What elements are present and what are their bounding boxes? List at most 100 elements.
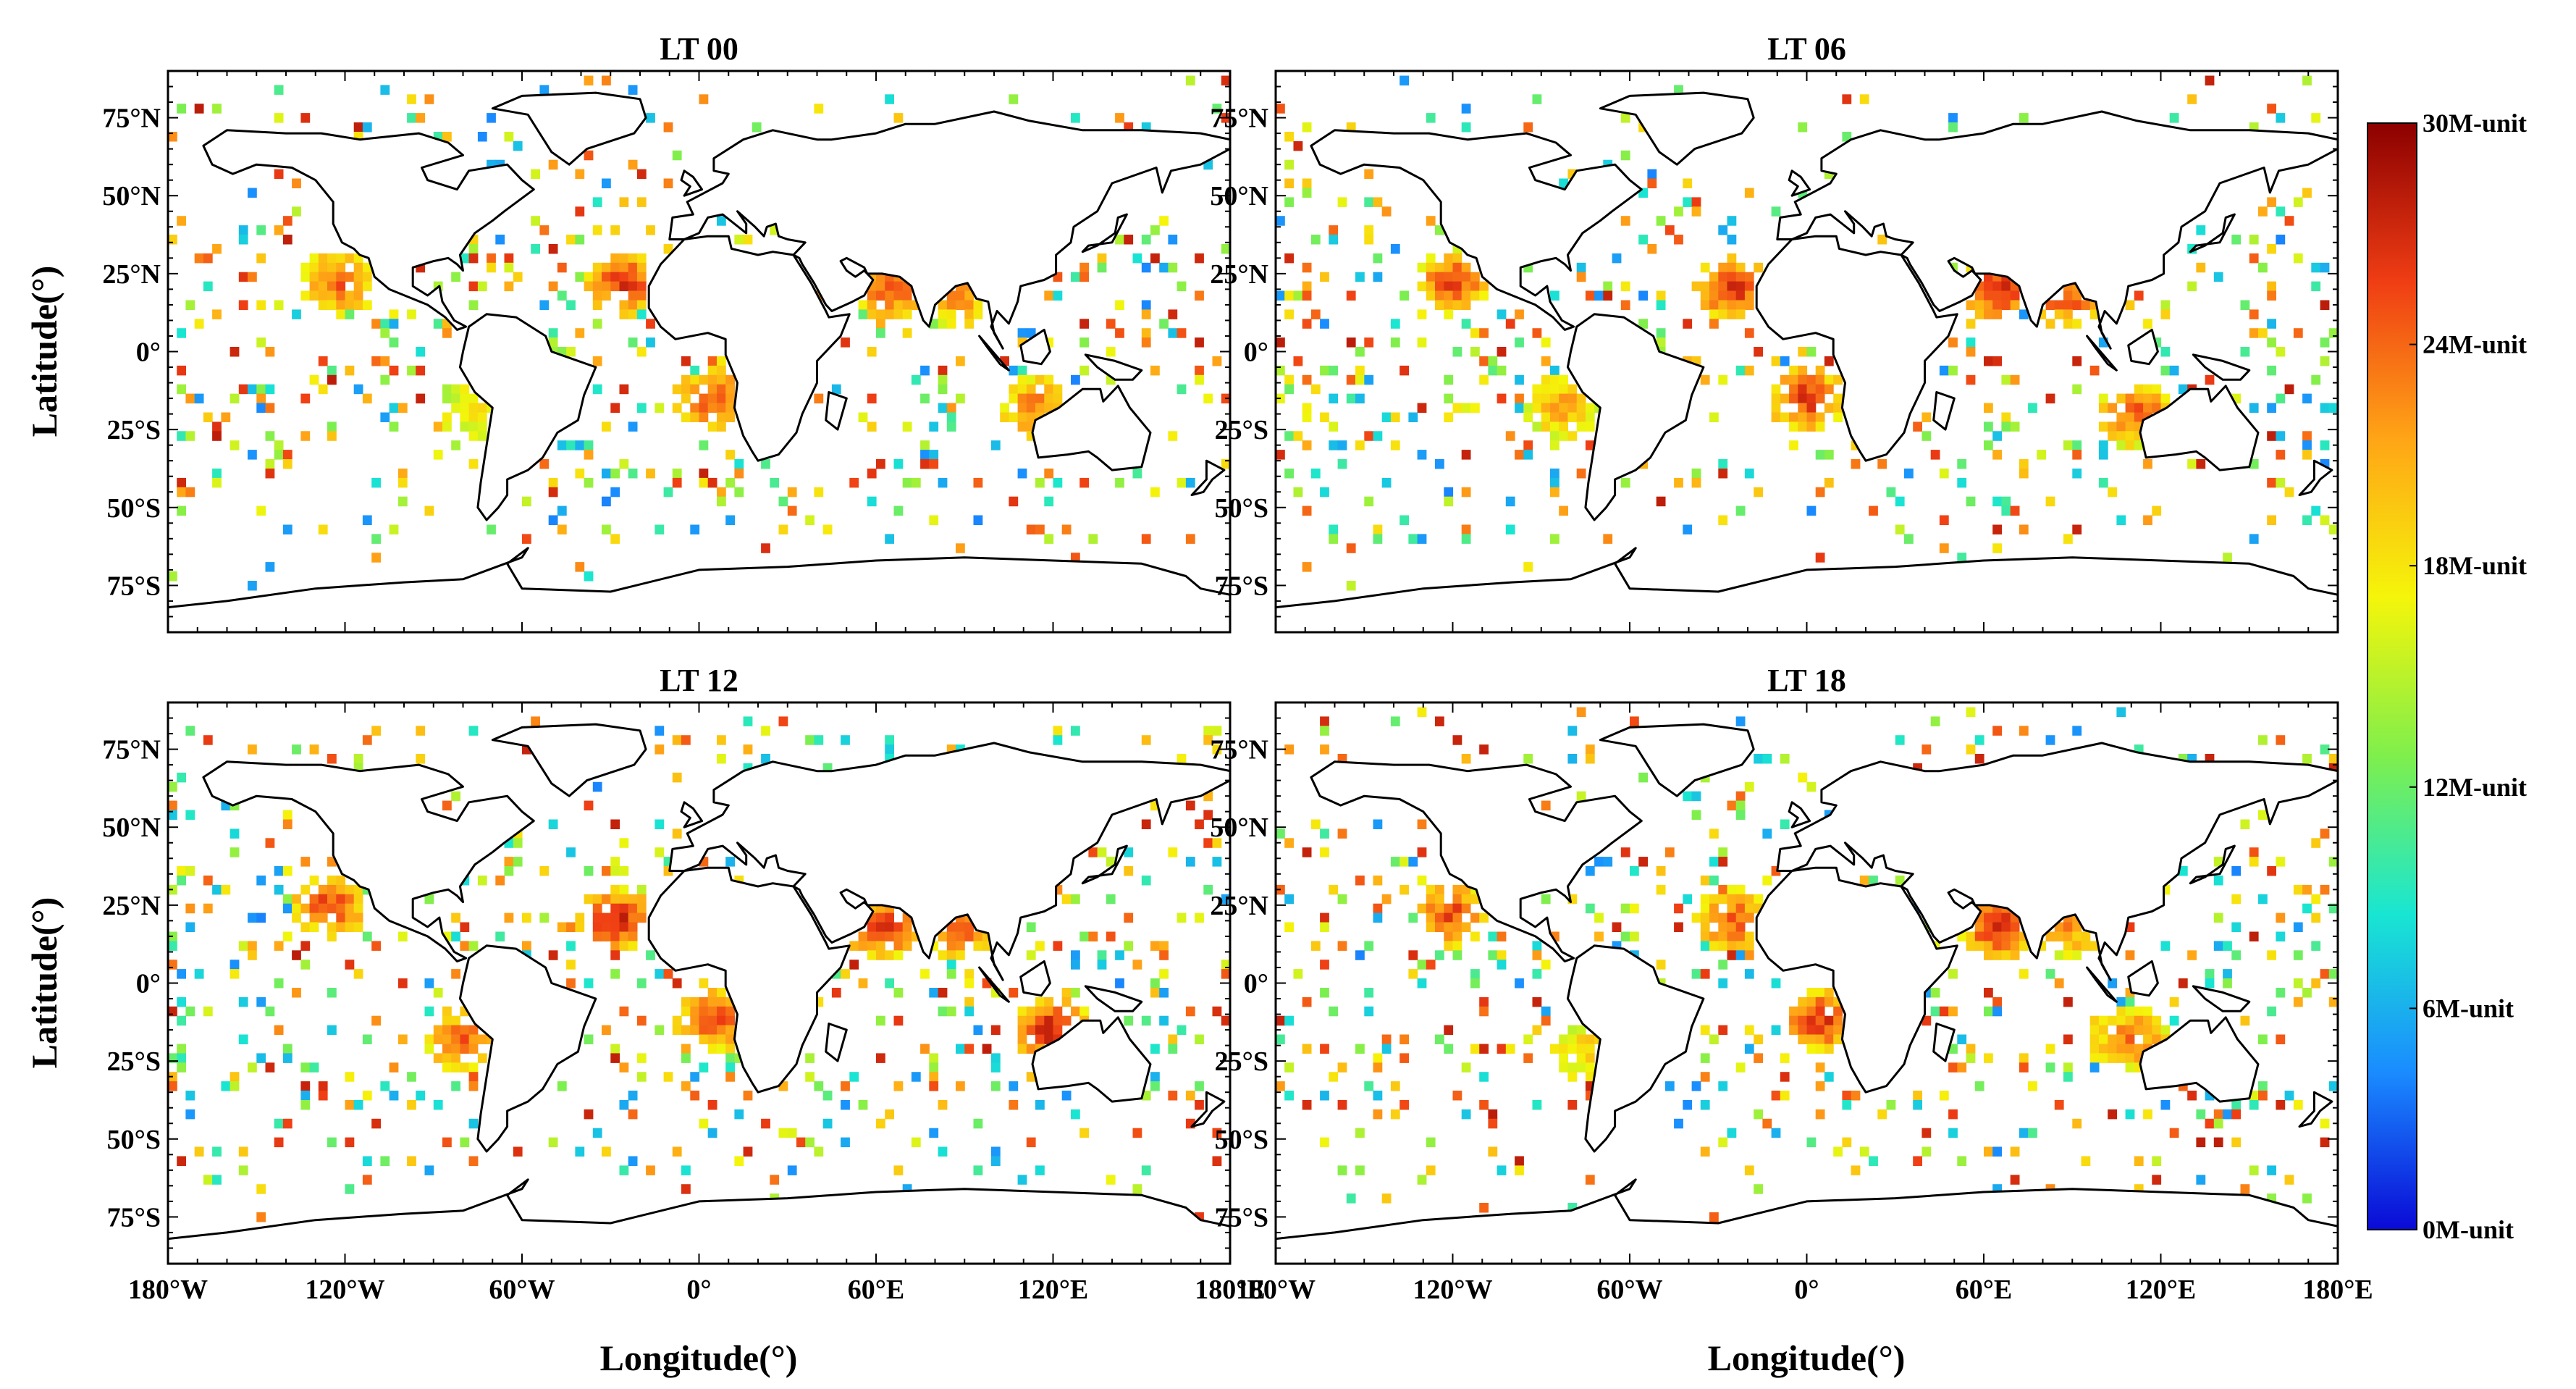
heat-cell bbox=[300, 1091, 311, 1101]
heat-cell bbox=[876, 290, 885, 301]
heat-cell bbox=[345, 365, 355, 376]
heat-cell bbox=[2116, 431, 2126, 441]
heat-cell bbox=[743, 235, 753, 245]
heat-cell bbox=[1718, 300, 1728, 310]
heat-cell bbox=[371, 319, 381, 329]
heat-cell bbox=[2258, 1091, 2268, 1101]
heat-cell bbox=[345, 894, 355, 905]
heat-cell bbox=[1284, 309, 1294, 319]
heat-cell bbox=[602, 894, 611, 905]
heat-cell bbox=[256, 403, 266, 413]
heat-cell bbox=[548, 159, 558, 170]
heat-cell bbox=[1320, 1137, 1329, 1148]
heat-cells bbox=[1276, 707, 2338, 1222]
heat-cell bbox=[424, 1044, 434, 1054]
heat-cell bbox=[168, 941, 177, 951]
heat-cell bbox=[1630, 903, 1639, 914]
heat-cell bbox=[451, 393, 460, 404]
heat-cell bbox=[2063, 534, 2073, 544]
heat-cell bbox=[212, 104, 222, 114]
heat-cell bbox=[628, 941, 638, 951]
heat-cell bbox=[592, 356, 602, 366]
heat-cell bbox=[2302, 515, 2312, 525]
heat-cell bbox=[1780, 1053, 1790, 1063]
heat-cell bbox=[1576, 393, 1586, 404]
heat-cell bbox=[557, 440, 567, 450]
heat-cell bbox=[1071, 726, 1080, 736]
heat-cell bbox=[380, 85, 390, 95]
heat-cell bbox=[885, 978, 894, 989]
heat-cell bbox=[2249, 1100, 2259, 1110]
heat-cell bbox=[513, 272, 523, 282]
heat-cell bbox=[1026, 412, 1036, 422]
heat-cell bbox=[1284, 469, 1294, 479]
heat-cell bbox=[2063, 319, 2073, 329]
heat-cell bbox=[938, 988, 948, 998]
heat-cell bbox=[920, 459, 930, 469]
heat-cell bbox=[238, 1146, 248, 1157]
heat-cell bbox=[628, 281, 638, 292]
heat-cell bbox=[256, 996, 266, 1007]
heat-cell bbox=[1532, 328, 1542, 338]
heat-cell bbox=[1115, 950, 1124, 960]
heat-cell bbox=[292, 950, 301, 960]
heat-cell bbox=[230, 347, 240, 357]
heat-cell bbox=[1798, 1034, 1808, 1044]
heat-cell bbox=[256, 393, 266, 404]
heat-cell bbox=[353, 272, 363, 282]
heat-cell bbox=[2258, 810, 2268, 820]
heat-cell bbox=[1044, 1034, 1054, 1044]
heat-cell bbox=[2010, 290, 2020, 301]
heat-cell bbox=[442, 421, 452, 432]
heat-cell bbox=[2037, 450, 2047, 460]
heat-cell bbox=[1718, 884, 1728, 895]
heat-cell bbox=[1559, 1034, 1568, 1044]
heat-cell bbox=[1381, 1193, 1392, 1204]
heat-cell bbox=[1124, 235, 1134, 245]
heat-cell bbox=[2116, 1034, 2126, 1044]
heat-cell bbox=[1132, 1184, 1142, 1194]
heat-cell bbox=[1718, 1081, 1728, 1091]
heat-cell bbox=[1567, 431, 1578, 441]
heat-cell bbox=[2089, 1025, 2100, 1036]
heat-cell bbox=[2276, 477, 2286, 488]
heat-cell bbox=[353, 894, 363, 905]
heat-cell bbox=[1470, 272, 1480, 282]
heat-cell bbox=[619, 384, 629, 395]
heat-cell bbox=[2045, 393, 2055, 404]
heat-cell bbox=[2098, 1053, 2108, 1063]
heat-cell bbox=[353, 281, 363, 292]
heat-cell bbox=[681, 412, 691, 422]
heat-cells bbox=[168, 716, 1230, 1222]
heat-cell bbox=[1718, 374, 1728, 385]
heat-cell bbox=[1355, 1128, 1365, 1138]
heat-cell bbox=[1957, 1156, 1967, 1166]
heat-cell bbox=[300, 960, 311, 970]
heat-cell bbox=[636, 1053, 647, 1063]
heat-cell bbox=[2231, 1109, 2242, 1120]
heat-cell bbox=[743, 1091, 753, 1101]
heat-cell bbox=[1044, 374, 1054, 385]
heat-cell bbox=[2108, 1053, 2117, 1063]
heat-cell bbox=[1302, 505, 1312, 516]
heat-cell bbox=[1851, 1165, 1861, 1175]
heat-cell bbox=[2293, 328, 2303, 338]
heat-cell bbox=[1798, 772, 1808, 783]
heat-cell bbox=[1550, 384, 1560, 395]
heat-cell bbox=[2320, 356, 2330, 366]
heat-cell bbox=[460, 922, 470, 932]
heat-cell bbox=[717, 421, 726, 432]
heat-cell bbox=[1470, 931, 1480, 941]
heat-cell bbox=[592, 384, 602, 395]
x-tick-label: 0° bbox=[686, 1275, 711, 1305]
heat-cell bbox=[929, 1072, 939, 1082]
heat-cell bbox=[318, 524, 328, 534]
heat-cell bbox=[964, 1044, 975, 1054]
heat-cell bbox=[2116, 1025, 2126, 1036]
heat-cell bbox=[433, 988, 443, 998]
heat-cell bbox=[1132, 469, 1142, 479]
heat-cell bbox=[725, 384, 735, 395]
heat-cell bbox=[292, 988, 301, 998]
heat-cell bbox=[1035, 477, 1045, 488]
heat-cell bbox=[973, 941, 983, 951]
